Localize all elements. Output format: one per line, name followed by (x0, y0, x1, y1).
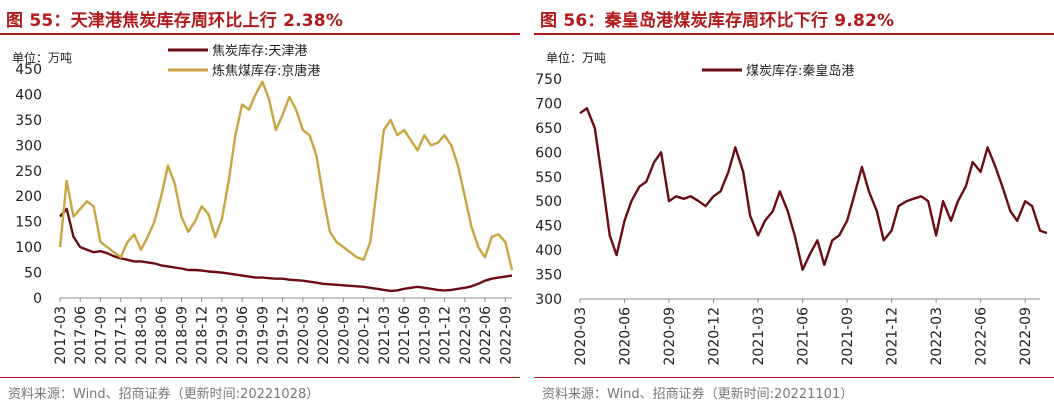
x-tick-label: 2019-12 (276, 306, 292, 365)
x-tick-label: 2020-09 (662, 307, 678, 366)
x-tick-label: 2021-03 (377, 306, 393, 365)
unit-label: 单位：万吨 (12, 50, 72, 65)
x-tick-label: 2022-06 (974, 307, 990, 366)
y-tick-label: 750 (535, 72, 562, 88)
series-line-1 (58, 80, 514, 271)
y-tick-label: 50 (24, 266, 42, 282)
source-note: 资料来源：Wind、招商证券（更新时间:20221028） (8, 387, 320, 402)
x-tick-label: 2021-12 (438, 306, 454, 365)
y-tick-label: 350 (535, 268, 562, 284)
x-tick-label: 2020-06 (618, 307, 634, 366)
y-tick-label: 500 (535, 194, 562, 210)
x-tick-label: 2021-09 (840, 307, 856, 366)
y-tick-label: 650 (535, 121, 562, 137)
figure-title: 图 56：秦皇岛港煤炭库存周环比下行 9.82% (540, 11, 895, 31)
title-divider (534, 33, 1054, 35)
legend-label: 煤炭库存:秦皇岛港 (746, 63, 854, 79)
x-tick-label: 2017-03 (53, 306, 69, 365)
x-tick-label: 2022-06 (478, 306, 494, 365)
y-tick-label: 400 (535, 243, 562, 259)
legend-label: 炼焦煤库存:京唐港 (212, 63, 320, 79)
x-tick-label: 2020-12 (707, 307, 723, 366)
x-tick-label: 2020-03 (573, 307, 589, 366)
x-tick-label: 2019-09 (255, 306, 271, 365)
legend-label: 焦炭库存:天津港 (212, 43, 307, 59)
x-tick-label: 2022-09 (498, 306, 514, 365)
y-tick-label: 450 (15, 62, 42, 78)
y-tick-label: 300 (535, 292, 562, 308)
y-tick-label: 250 (15, 164, 42, 180)
x-tick-label: 2020-06 (316, 306, 332, 365)
chart-panel-right: 图 56：秦皇岛港煤炭库存周环比下行 9.82% 单位：万吨 300 350 400… (534, 0, 1054, 407)
x-tick-label: 2021-12 (885, 307, 901, 366)
title-divider (0, 33, 520, 35)
y-tick-label: 150 (15, 215, 42, 231)
x-tick-label: 2017-06 (73, 306, 89, 365)
y-tick-label: 100 (15, 240, 42, 256)
x-tick-label: 2017-09 (93, 306, 109, 365)
x-tick-label: 2019-03 (215, 306, 231, 365)
x-tick-label: 2018-09 (174, 306, 190, 365)
y-tick-label: 450 (535, 219, 562, 235)
x-tick-label: 2022-03 (458, 306, 474, 365)
x-tick-label: 2017-12 (114, 306, 130, 365)
y-tick-label: 400 (15, 87, 42, 103)
x-tick-label: 2018-12 (195, 306, 211, 365)
x-tick-label: 2020-03 (296, 306, 312, 365)
y-tick-label: 200 (15, 189, 42, 205)
chart-panel-left: 图 55：天津港焦炭库存周环比上行 2.38% 单位：万吨 0 50 100 150 2… (0, 0, 520, 407)
x-tick-label: 2021-06 (796, 307, 812, 366)
footer-divider (0, 377, 520, 378)
series-line-0 (579, 107, 1048, 271)
x-tick-label: 2021-09 (417, 306, 433, 365)
source-note: 资料来源：Wind、招商证券（更新时间:20221101） (542, 387, 854, 402)
line-chart-tianjin-port: 单位：万吨 0 50 100 150 200 250 300 350 400 450 2017-03… (12, 43, 514, 365)
x-tick-label: 2018-06 (154, 306, 170, 365)
x-tick-label: 2018-03 (134, 306, 150, 365)
y-tick-label: 0 (33, 291, 42, 307)
x-tick-label: 2022-03 (929, 307, 945, 366)
unit-label: 单位：万吨 (546, 50, 606, 65)
x-tick-label: 2020-09 (336, 306, 352, 365)
y-tick-label: 550 (535, 170, 562, 186)
footer-divider (534, 377, 1054, 378)
y-tick-label: 600 (535, 145, 562, 161)
y-tick-label: 350 (15, 113, 42, 129)
x-tick-label: 2021-03 (751, 307, 767, 366)
y-tick-label: 700 (535, 96, 562, 112)
figure-title: 图 55：天津港焦炭库存周环比上行 2.38% (6, 11, 344, 31)
x-tick-label: 2020-12 (357, 306, 373, 365)
x-tick-label: 2019-06 (235, 306, 251, 365)
x-tick-label: 2021-06 (397, 306, 413, 365)
y-tick-label: 300 (15, 138, 42, 154)
series-line-0 (59, 207, 513, 293)
line-chart-qinhuangdao-port: 单位：万吨 300 350 400 450 500 550 600 650 700 750 2020… (535, 50, 1048, 366)
x-tick-label: 2022-09 (1018, 307, 1034, 366)
